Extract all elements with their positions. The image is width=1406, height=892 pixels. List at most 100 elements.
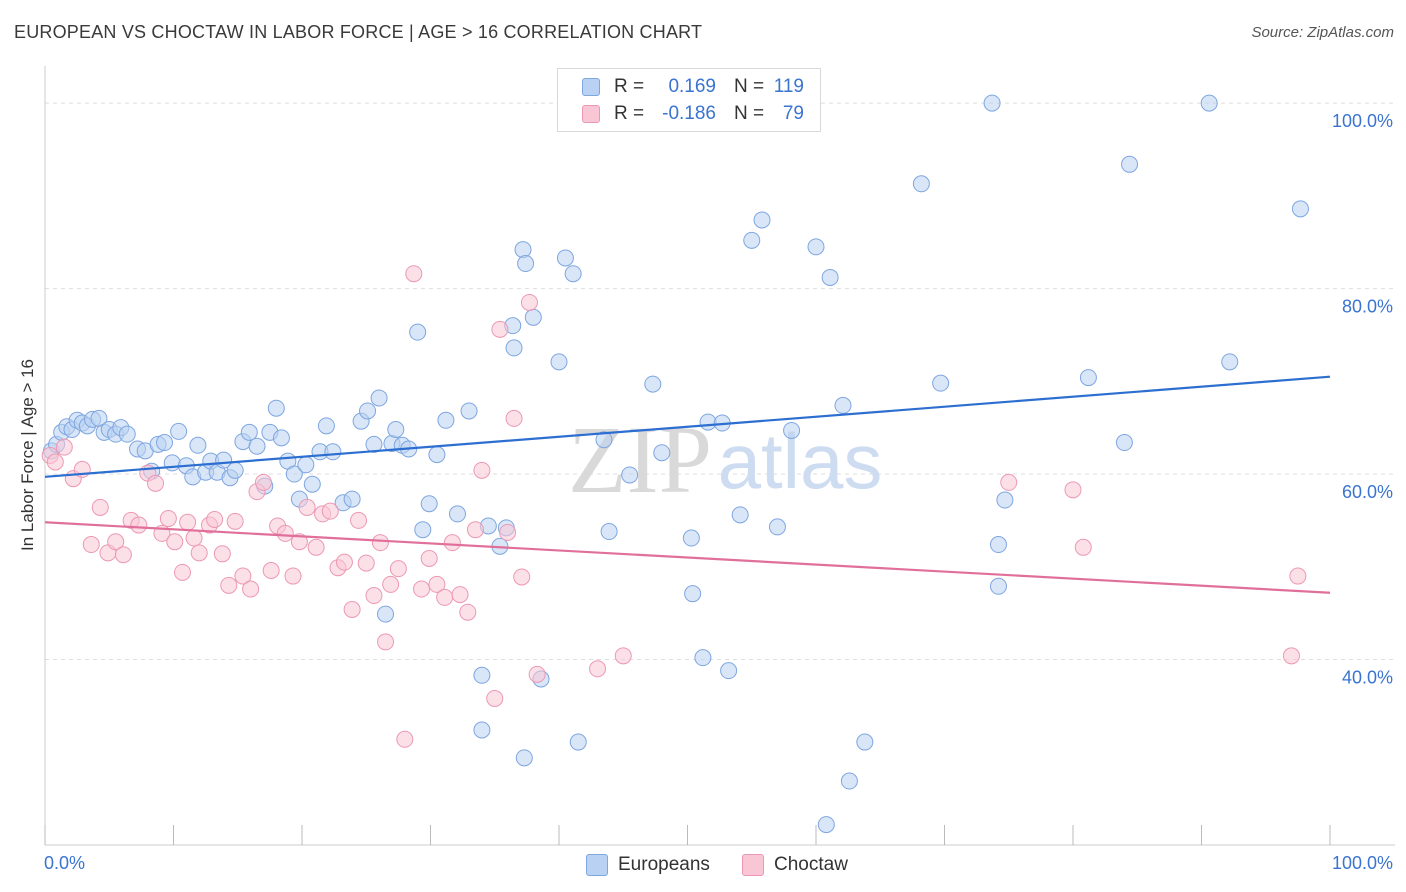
choctaw-point — [254, 473, 272, 491]
choctaw-point — [220, 576, 238, 594]
choctaw-point — [107, 533, 125, 551]
europeans-point — [1115, 434, 1133, 452]
tick-labels: 40.0% 60.0% 80.0% 100.0% 0.0% 100.0% — [44, 111, 1393, 873]
europeans-point — [343, 490, 361, 508]
choctaw-point — [130, 516, 148, 534]
choctaw-point — [298, 498, 316, 516]
choctaw-point — [365, 587, 383, 605]
data-points — [41, 94, 1309, 834]
n-value: 119 — [773, 76, 804, 97]
chart-title: EUROPEAN VS CHOCTAW IN LABOR FORCE | AGE… — [14, 22, 703, 42]
choctaw-point — [396, 730, 414, 748]
choctaw-point — [499, 523, 517, 541]
choctaw-point — [91, 498, 109, 516]
choctaw-point — [290, 533, 308, 551]
choctaw-point — [321, 502, 339, 520]
r-label: R = — [614, 103, 645, 124]
watermark-atlas: atlas — [718, 417, 883, 505]
europeans-point — [189, 436, 207, 454]
x-tick-label: 100.0% — [1332, 853, 1393, 873]
europeans-point — [840, 772, 858, 790]
choctaw-legend-swatch — [742, 854, 764, 876]
choctaw-point — [206, 510, 224, 528]
choctaw-legend-label: Choctaw — [774, 854, 848, 875]
choctaw-point — [213, 545, 231, 563]
europeans-point — [1221, 353, 1239, 371]
europeans-point — [621, 466, 639, 484]
europeans-point — [932, 374, 950, 392]
europeans-point — [365, 435, 383, 453]
europeans-point — [118, 425, 136, 443]
source-label: Source: ZipAtlas.com — [1251, 24, 1394, 41]
choctaw-point — [451, 586, 469, 604]
europeans-point — [983, 94, 1001, 112]
stats-legend: R = 0.169 N = 119 R = -0.186 N = 79 — [557, 68, 821, 132]
europeans-point — [595, 431, 613, 449]
europeans-point — [564, 265, 582, 283]
europeans-point — [1121, 155, 1139, 173]
europeans-point — [996, 491, 1014, 509]
europeans-point — [170, 422, 188, 440]
choctaw-point — [242, 580, 260, 598]
trend-lines — [44, 375, 1331, 594]
europeans-point — [834, 396, 852, 414]
choctaw-point — [389, 560, 407, 578]
choctaw-point — [82, 536, 100, 554]
choctaw-point — [1282, 647, 1300, 665]
choctaw-point — [420, 549, 438, 567]
europeans-point — [515, 749, 533, 767]
choctaw-point — [505, 409, 523, 427]
europeans-point — [753, 211, 771, 229]
choctaw-point — [405, 265, 423, 283]
europeans-point — [807, 238, 825, 256]
choctaw-point — [350, 511, 368, 529]
choctaw-point — [343, 600, 361, 618]
europeans-point — [156, 434, 174, 452]
choctaw-point — [357, 554, 375, 572]
europeans-point — [285, 465, 303, 483]
europeans-point — [989, 536, 1007, 554]
choctaw-point — [443, 534, 461, 552]
europeans-swatch — [582, 78, 600, 96]
watermark: ZIP atlas — [568, 406, 882, 513]
choctaw-point — [190, 544, 208, 562]
europeans-point — [317, 417, 335, 435]
y-tick-label: 100.0% — [1332, 111, 1393, 131]
europeans-point — [600, 523, 618, 541]
choctaw-point — [473, 461, 491, 479]
europeans-point — [517, 255, 535, 273]
europeans-point — [473, 666, 491, 684]
europeans-point — [370, 389, 388, 407]
x-tick-label: 0.0% — [44, 853, 85, 873]
choctaw-point — [614, 647, 632, 665]
europeans-point — [556, 249, 574, 267]
europeans-point — [437, 411, 455, 429]
n-label: N = — [734, 103, 765, 124]
europeans-point — [226, 461, 244, 479]
europeans-point — [324, 443, 342, 461]
europeans-point — [473, 721, 491, 739]
europeans-point — [768, 518, 786, 536]
europeans-point — [377, 605, 395, 623]
europeans-point — [303, 475, 321, 493]
choctaw-point — [371, 534, 389, 552]
choctaw-point — [428, 575, 446, 593]
choctaw-point — [284, 567, 302, 585]
choctaw-point — [114, 546, 132, 564]
choctaw-point — [491, 320, 509, 338]
choctaw-point — [528, 665, 546, 683]
europeans-trend-line — [44, 375, 1331, 478]
choctaw-point — [173, 563, 191, 581]
europeans-point — [550, 353, 568, 371]
choctaw-point — [1000, 473, 1018, 491]
europeans-point — [699, 413, 717, 431]
choctaw-point — [159, 510, 177, 528]
choctaw-point — [226, 512, 244, 530]
europeans-point — [448, 505, 466, 523]
europeans-point — [414, 521, 432, 539]
europeans-point — [240, 423, 258, 441]
choctaw-point — [147, 474, 165, 492]
choctaw-point — [179, 513, 197, 531]
europeans-point — [720, 662, 738, 680]
